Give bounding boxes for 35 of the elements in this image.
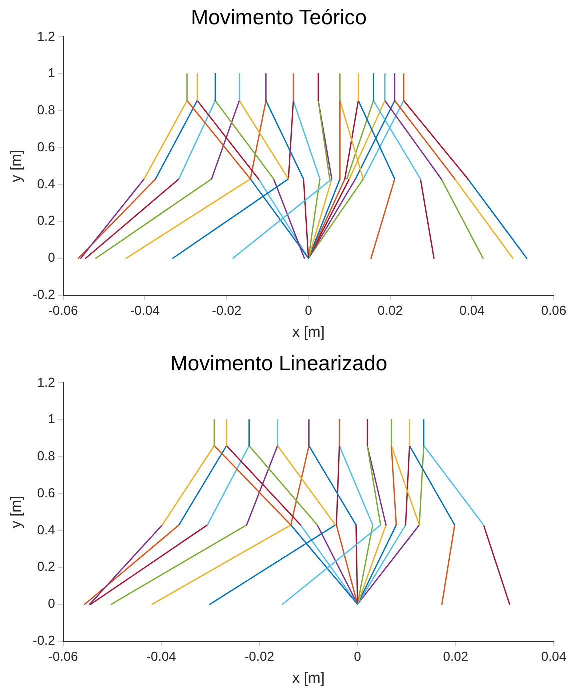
y-tick-label: -0.2 [32, 286, 56, 302]
y-tick-label: 0.4 [37, 176, 56, 192]
y-tick-label: 1 [48, 412, 56, 427]
x-tick-label: 0.02 [443, 648, 469, 664]
x-tick-label: -0.06 [48, 302, 78, 318]
x-axis-title: x [m] [292, 670, 325, 688]
y-tick-label: 1.2 [37, 374, 56, 390]
y-tick-label: -0.2 [32, 632, 56, 648]
x-tick-label: 0.04 [460, 302, 485, 318]
x-tick-label: -0.04 [130, 302, 160, 318]
y-tick-label: 0.2 [37, 213, 56, 228]
chart-title: Movimento Linearizado [170, 352, 388, 376]
y-tick-label: 0.6 [37, 139, 56, 154]
y-tick-label: 1 [48, 66, 56, 81]
x-tick-label: 0 [354, 648, 362, 664]
y-tick-label: 0 [48, 250, 56, 266]
y-axis-title: y [m] [8, 496, 26, 529]
x-tick-label: 0 [305, 302, 312, 318]
y-tick-label: 0.6 [37, 485, 56, 500]
y-tick-label: 1.2 [37, 28, 56, 44]
y-tick-label: 0 [48, 596, 56, 612]
x-tick-label: 0.06 [541, 302, 567, 318]
y-tick-label: 0.8 [37, 448, 56, 464]
y-tick-label: 0.8 [37, 102, 56, 118]
y-tick-label: 0.2 [37, 559, 56, 574]
x-tick-label: -0.06 [48, 648, 78, 664]
y-axis-title: y [m] [8, 150, 26, 183]
chart-title: Movimento Teórico [191, 6, 367, 30]
x-tick-label: -0.02 [244, 648, 274, 664]
y-tick-label: 0.4 [37, 522, 56, 538]
x-tick-label: -0.04 [146, 648, 176, 664]
x-tick-label: -0.02 [212, 302, 242, 318]
x-axis-title: x [m] [292, 324, 325, 342]
x-tick-label: 0.02 [378, 302, 404, 318]
x-tick-label: 0.04 [541, 648, 567, 664]
